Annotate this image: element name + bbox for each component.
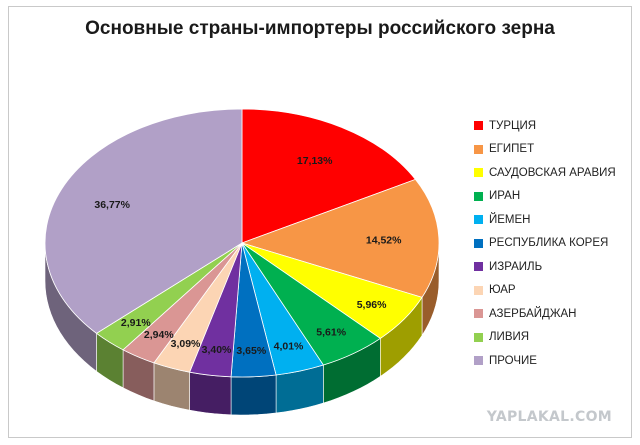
legend-label: РЕСПУБЛИКА КОРЕЯ — [489, 237, 609, 250]
data-label-6: 3,40% — [202, 344, 232, 356]
pie-tops — [44, 108, 440, 378]
data-label-1: 14,52% — [366, 234, 402, 246]
legend-label: ИЗРАИЛЬ — [489, 260, 543, 273]
legend-swatch — [474, 238, 483, 248]
legend-swatch — [474, 121, 483, 131]
legend-item: АЗЕРБАЙДЖАН — [474, 302, 634, 326]
data-label-9: 2,91% — [121, 317, 151, 329]
data-label-7: 3,09% — [171, 338, 201, 350]
legend-label: ИРАН — [489, 190, 521, 203]
legend-label: ТУРЦИЯ — [489, 119, 537, 132]
chart-legend: ТУРЦИЯ ЕГИПЕТ САУДОВСКАЯ АРАВИЯ ИРАН ЙЕМЕН РЕ… — [474, 114, 634, 373]
data-label-4: 4,01% — [274, 340, 304, 352]
data-label-8: 2,94% — [144, 329, 174, 341]
pie-data-labels: 17,13% 14,52% 5,96% 5,61% 4,01% 3,65% 3,40%3,0… — [94, 155, 402, 357]
legend-item: САУДОВСКАЯ АРАВИЯ — [474, 161, 634, 185]
legend-swatch — [474, 191, 483, 201]
data-label-2: 5,96% — [357, 299, 387, 311]
data-label-10: 36,77% — [94, 199, 130, 211]
legend-item: ПРОЧИЕ — [474, 349, 634, 373]
legend-label: ЛИВИЯ — [489, 331, 530, 344]
legend-label: САУДОВСКАЯ АРАВИЯ — [489, 166, 616, 179]
legend-swatch — [474, 144, 483, 154]
pie-slice-0 — [241, 108, 417, 244]
chart-title: Основные страны-импортеры российского зе… — [85, 18, 555, 39]
legend-swatch — [474, 309, 483, 319]
pie-sides — [44, 242, 440, 416]
legend-swatch — [474, 285, 483, 295]
legend-item: ЙЕМЕН — [474, 208, 634, 232]
legend-item: ЛИВИЯ — [474, 326, 634, 350]
legend-swatch — [474, 168, 483, 178]
legend-swatch — [474, 262, 483, 272]
legend-item: ИЗРАИЛЬ — [474, 255, 634, 279]
legend-swatch — [474, 356, 483, 366]
legend-label: ЮАР — [489, 284, 516, 297]
legend-item: РЕСПУБЛИКА КОРЕЯ — [474, 232, 634, 256]
legend-label: ПРОЧИЕ — [489, 354, 537, 367]
legend-item: ЕГИПЕТ — [474, 138, 634, 162]
pie-side-5 — [230, 374, 277, 416]
legend-swatch — [474, 215, 483, 225]
legend-label: ЕГИПЕТ — [489, 143, 535, 156]
pie-slice-1 — [240, 178, 440, 298]
legend-item: ТУРЦИЯ — [474, 114, 634, 138]
data-label-3: 5,61% — [316, 326, 346, 338]
legend-label: ЙЕМЕН — [489, 213, 531, 226]
data-label-0: 17,13% — [297, 155, 333, 167]
legend-item: ИРАН — [474, 185, 634, 209]
pie-side-6 — [189, 371, 232, 416]
data-label-5: 3,65% — [236, 345, 266, 357]
legend-label: АЗЕРБАЙДЖАН — [489, 307, 577, 320]
pie-slice-10 — [44, 108, 243, 334]
legend-swatch — [474, 332, 483, 342]
watermark: YAPLAKAL.COM — [486, 409, 612, 425]
legend-item: ЮАР — [474, 279, 634, 303]
